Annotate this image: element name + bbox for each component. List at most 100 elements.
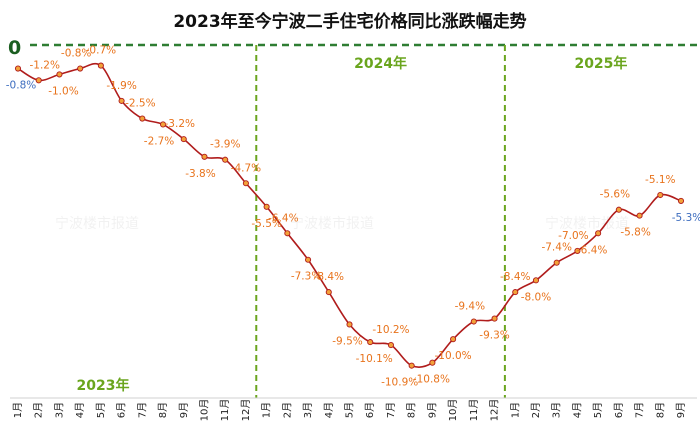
data-point	[553, 259, 560, 266]
watermark-text: 宁波楼市报道	[55, 215, 139, 232]
x-tick-label: 3月	[53, 402, 65, 418]
data-point	[387, 341, 394, 349]
x-tick-label: 6月	[116, 402, 128, 418]
data-point	[263, 203, 270, 210]
data-label: -3.9%	[210, 139, 240, 151]
data-label: -5.3%	[672, 212, 700, 224]
data-point	[408, 362, 415, 369]
data-label: -0.7%	[86, 45, 116, 57]
data-point	[139, 115, 146, 122]
x-tick-label: 7月	[136, 402, 148, 418]
data-point	[657, 191, 664, 199]
data-label: -9.4%	[455, 301, 485, 313]
x-tick-label: 2月	[530, 402, 542, 418]
x-tick-label: 5月	[344, 402, 356, 418]
data-label: -5.1%	[645, 174, 675, 186]
x-tick-label: 12月	[240, 399, 252, 422]
data-point	[491, 315, 498, 322]
data-label: -3.2%	[165, 118, 195, 130]
zero-label: 0	[8, 37, 21, 59]
year-label: 2024年	[354, 55, 407, 72]
data-label: -0.8%	[61, 48, 91, 60]
data-point	[615, 206, 622, 213]
data-point	[512, 289, 519, 296]
x-tick-label: 9月	[178, 402, 190, 418]
data-label: -9.5%	[332, 335, 362, 347]
x-tick-label: 12月	[489, 399, 501, 422]
data-label: -2.5%	[125, 98, 155, 110]
data-label: -6.4%	[268, 212, 298, 224]
data-point	[450, 336, 457, 343]
data-label: -1.2%	[29, 59, 59, 71]
x-tick-label: 1月	[509, 402, 521, 418]
x-tick-label: 4月	[571, 402, 583, 418]
data-label: -10.0%	[435, 350, 472, 362]
x-tick-label: 9月	[426, 402, 438, 418]
x-tick-label: 3月	[302, 402, 314, 418]
x-tick-label: 1月	[261, 402, 273, 418]
x-tick-label: 10月	[198, 399, 210, 422]
year-label: 2025年	[574, 55, 627, 72]
data-label: -5.8%	[620, 227, 650, 239]
data-point	[595, 230, 602, 237]
data-label: -6.4%	[577, 244, 607, 256]
data-point	[470, 318, 477, 325]
data-point	[677, 197, 685, 204]
x-tick-label: 5月	[95, 402, 107, 418]
data-label: -10.2%	[372, 324, 409, 336]
x-tick-label: 8月	[157, 402, 169, 418]
watermark-text: 宁波楼市报道	[290, 215, 374, 232]
data-label: -4.7%	[231, 162, 261, 174]
chart-title: 2023年至今宁波二手住宅价格同比涨跌幅走势	[173, 11, 526, 32]
x-tick-label: 10月	[447, 399, 459, 422]
x-tick-label: 2月	[33, 402, 45, 418]
data-point	[305, 256, 312, 263]
x-tick-label: 7月	[385, 402, 397, 418]
x-tick-label: 1月	[12, 402, 24, 418]
data-label: -1.9%	[106, 80, 136, 92]
data-point	[159, 121, 167, 128]
x-tick-label: 2月	[281, 402, 293, 418]
data-label: -5.6%	[600, 189, 630, 201]
x-tick-label: 7月	[634, 402, 646, 418]
x-tick-label: 9月	[675, 402, 687, 418]
data-label: -7.3%	[291, 271, 321, 283]
data-point	[118, 97, 125, 104]
x-tick-label: 11月	[468, 399, 480, 422]
data-point	[242, 180, 249, 187]
data-point	[574, 247, 581, 254]
x-tick-label: 3月	[551, 402, 563, 418]
data-point	[35, 77, 42, 84]
watermark-text: 宁波楼市报道	[545, 215, 629, 232]
x-tick-label: 6月	[364, 402, 376, 418]
data-point	[346, 321, 353, 328]
year-label: 2023年	[77, 377, 130, 394]
x-tick-label: 6月	[613, 402, 625, 418]
data-point	[367, 339, 374, 346]
data-label: -9.3%	[479, 330, 509, 342]
data-label: -8.4%	[500, 271, 530, 283]
data-point	[180, 136, 187, 143]
data-point	[222, 156, 229, 163]
data-label: -0.8%	[6, 80, 36, 92]
data-point	[284, 230, 291, 237]
data-label: -7.0%	[558, 230, 588, 242]
data-label: -8.4%	[314, 271, 344, 283]
data-label: -10.1%	[356, 353, 393, 365]
data-label: -10.8%	[413, 374, 450, 386]
data-point	[97, 62, 104, 69]
data-label: -3.8%	[185, 168, 215, 180]
data-point	[77, 65, 84, 72]
x-tick-label: 4月	[323, 402, 335, 418]
data-label: -7.4%	[541, 242, 571, 254]
data-point	[325, 289, 332, 296]
data-label: -5.5%	[251, 218, 281, 230]
data-point	[636, 212, 643, 219]
data-label: -10.9%	[381, 377, 418, 389]
data-point	[56, 71, 63, 78]
x-tick-label: 11月	[219, 399, 231, 422]
data-label: -1.0%	[48, 85, 78, 97]
x-tick-label: 8月	[406, 402, 418, 418]
